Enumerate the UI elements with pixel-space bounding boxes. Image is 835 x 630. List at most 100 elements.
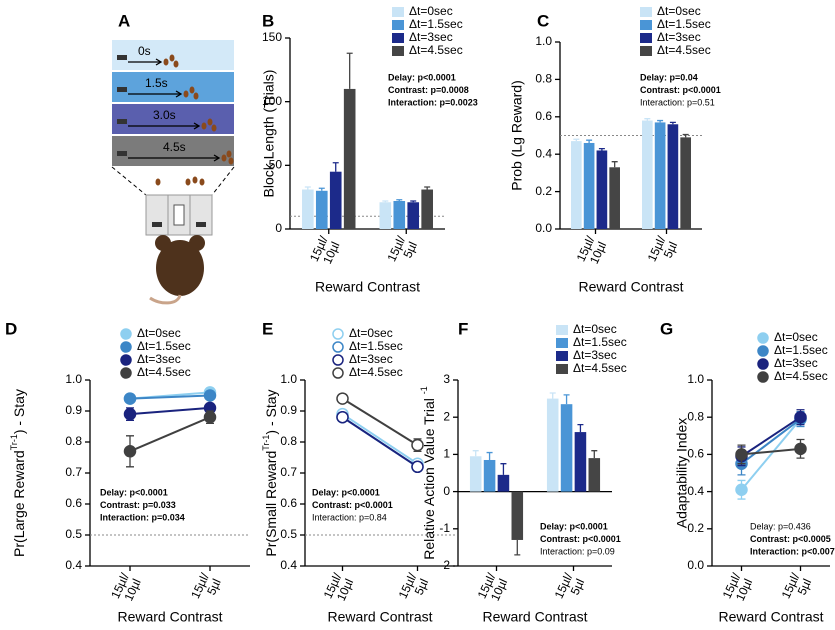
y-axis-title-part: Relative Action Value Trial: [421, 394, 437, 560]
series-line: [341, 397, 419, 446]
y-axis-title: Block Length (Trials): [261, 70, 277, 198]
legend-swatch: [640, 20, 652, 30]
legend-swatch: [332, 328, 344, 340]
x-axis-title: Reward Contrast: [578, 279, 683, 295]
x-tick-label: 15µl/10µl: [475, 570, 511, 603]
legend-label: Δt=4.5sec: [573, 361, 627, 375]
bar: [583, 142, 595, 229]
legend-label: Δt=3sec: [573, 348, 617, 362]
chart-panel: B 0 50 100 150 15µl/10µl 15µl/5µl Reward Contra…: [261, 4, 478, 295]
error-bar: [586, 139, 593, 143]
y-axis-title-part: Pr(Small Reward: [263, 451, 279, 557]
legend-swatch: [757, 332, 769, 344]
series-line: [341, 413, 419, 465]
bar: [571, 141, 582, 229]
y-axis-title-part: ) - Stay: [11, 389, 27, 434]
series-line: [129, 416, 211, 453]
series-line: [341, 416, 419, 468]
legend-label: Δt=1.5sec: [774, 343, 828, 357]
y-axis-title-part: Tr-1: [261, 435, 271, 451]
legend-label: Δt=0sec: [409, 4, 453, 18]
y-tick-label: 3: [443, 372, 450, 386]
marker: [794, 442, 807, 456]
stat-annotation: Interaction: p=0.034: [100, 512, 185, 522]
legend-label: Δt=1.5sec: [349, 339, 403, 353]
series-line: [740, 418, 802, 465]
legend-swatch: [556, 364, 568, 374]
port-icons: [117, 55, 127, 156]
bar: [469, 456, 482, 492]
x-tick-label-line: 5µl: [568, 576, 588, 597]
error-bar: [318, 187, 325, 191]
legend-swatch: [392, 33, 404, 43]
series-line: [740, 418, 802, 491]
x-tick-label-line: 5µl: [795, 576, 815, 597]
legend-label: Δt=4.5sec: [409, 43, 463, 57]
legend-label: Δt=1.5sec: [409, 17, 463, 31]
stat-annotation: Contrast: p<0.0001: [312, 500, 393, 510]
series-line: [129, 394, 211, 400]
delay-row: [112, 136, 234, 166]
y-tick-label: 1.0: [65, 372, 82, 386]
delay-label: 3.0s: [153, 108, 176, 122]
x-tick-label: 15µl/5µl: [552, 570, 588, 600]
y-tick-label: 0.4: [65, 558, 82, 572]
error-bar: [657, 119, 664, 123]
y-axis-title: Relative Action Value Trial -1: [419, 386, 436, 560]
legend-label: Δt=0sec: [349, 326, 393, 340]
mouse: [149, 235, 205, 305]
bar: [609, 167, 620, 229]
panel-label: D: [5, 319, 17, 338]
y-tick-label: 0: [443, 484, 450, 498]
error-bar: [598, 147, 605, 151]
bar: [574, 432, 587, 492]
legend-label: Δt=3sec: [774, 356, 818, 370]
apparatus: [145, 194, 213, 236]
chart-panel: F -2 -1 0 1 2 3 15µl/10µl 15µl/5µl Reward Contras…: [419, 319, 626, 624]
stat-annotation: Contrast: p=0.033: [100, 500, 176, 510]
y-tick-label: 0.6: [535, 109, 552, 123]
y-tick-label: 2: [443, 409, 450, 423]
y-tick-label: 0.7: [280, 465, 297, 479]
legend-label: Δt=3sec: [657, 30, 701, 44]
bar: [329, 171, 342, 229]
error-bar: [486, 451, 493, 460]
x-tick-label: 15µl/5µl: [779, 570, 815, 600]
y-tick-label: 0.9: [65, 403, 82, 417]
y-axis-title-part: Pr(Large Reward: [11, 450, 27, 557]
chart-panel: E 0.4 0.5 0.6 0.7 0.8 0.9 1.0 15µl/10µl 15µl/5µl R…: [261, 319, 455, 625]
marker: [123, 392, 137, 405]
bar: [343, 88, 356, 229]
y-tick-label: 0.4: [535, 146, 552, 160]
chart-panel: G 0.0 0.2 0.4 0.6 0.8 1.0 15µl/10µl 15µl/5µl Rewa…: [660, 319, 835, 624]
panel-a: A 0s 1.5s 3.0s 4.5s: [111, 11, 235, 305]
y-tick-label: 0.7: [65, 465, 82, 479]
bar: [654, 122, 666, 229]
x-tick-label: 15µl/5µl: [384, 233, 420, 263]
legend-swatch: [392, 20, 404, 30]
stat-annotation: Delay: p<0.0001: [388, 72, 456, 82]
y-tick-label: 0.8: [65, 434, 82, 448]
marker: [203, 389, 217, 402]
legend-swatch: [757, 371, 769, 383]
y-tick-label: 100: [262, 94, 282, 108]
legend-label: Δt=4.5sec: [774, 369, 828, 383]
bar: [421, 189, 433, 229]
stat-annotation: Delay: p=0.436: [750, 521, 811, 531]
legend-label: Δt=1.5sec: [573, 335, 627, 349]
y-axis-title-part: -1: [419, 386, 429, 394]
error-bar: [410, 200, 417, 203]
x-axis-title: Reward Contrast: [117, 609, 222, 625]
error-bar: [577, 423, 584, 433]
legend-label: Δt=4.5sec: [657, 43, 711, 57]
legend-swatch: [120, 367, 132, 379]
y-tick-label: 50: [269, 158, 283, 172]
error-bar: [549, 392, 556, 399]
y-tick-label: -1: [439, 521, 450, 535]
bar: [497, 474, 510, 492]
marker: [411, 460, 424, 474]
bar: [393, 200, 406, 229]
x-tick-label: 15µl/5µl: [645, 233, 681, 263]
drops: [155, 54, 234, 186]
error-bar: [682, 133, 689, 138]
